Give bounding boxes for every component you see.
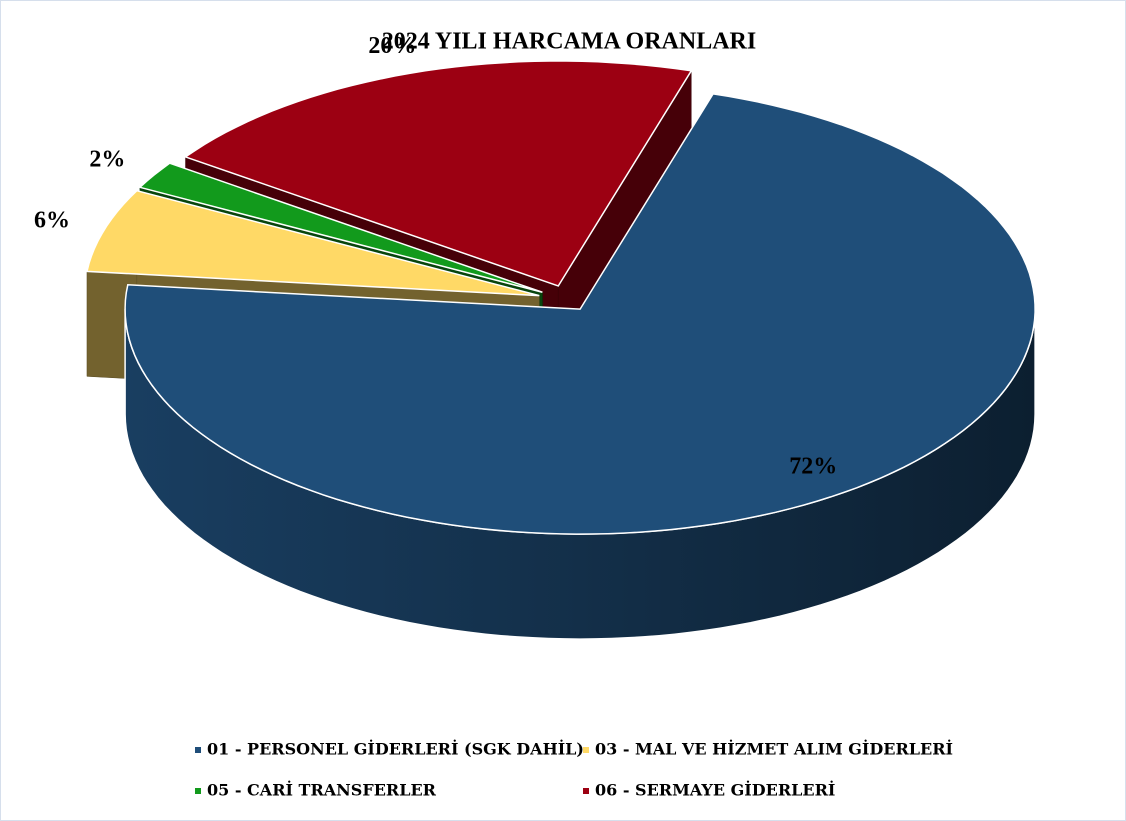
value-label: 2% xyxy=(89,146,125,172)
slice xyxy=(86,189,540,297)
slice xyxy=(183,60,693,287)
legend-marker xyxy=(583,788,589,794)
legend-label: 03 - MAL VE HİZMET ALIM GİDERLERİ xyxy=(595,739,953,759)
legend-marker xyxy=(195,747,201,753)
legend-marker xyxy=(583,747,589,753)
legend-marker xyxy=(195,788,201,794)
value-label: 72% xyxy=(789,454,837,480)
slice xyxy=(138,162,543,293)
legend-label: 06 - SERMAYE GİDERLERİ xyxy=(595,780,835,800)
slice xyxy=(124,93,1036,535)
chart-title: 2024 YILI HARCAMA ORANLARI xyxy=(382,29,756,55)
legend-label: 01 - PERSONEL GİDERLERİ (SGK DAHİL) xyxy=(207,739,584,759)
value-label: 20% xyxy=(368,33,416,59)
legend-label: 05 - CARİ TRANSFERLER xyxy=(207,780,437,800)
value-label: 6% xyxy=(34,207,70,233)
